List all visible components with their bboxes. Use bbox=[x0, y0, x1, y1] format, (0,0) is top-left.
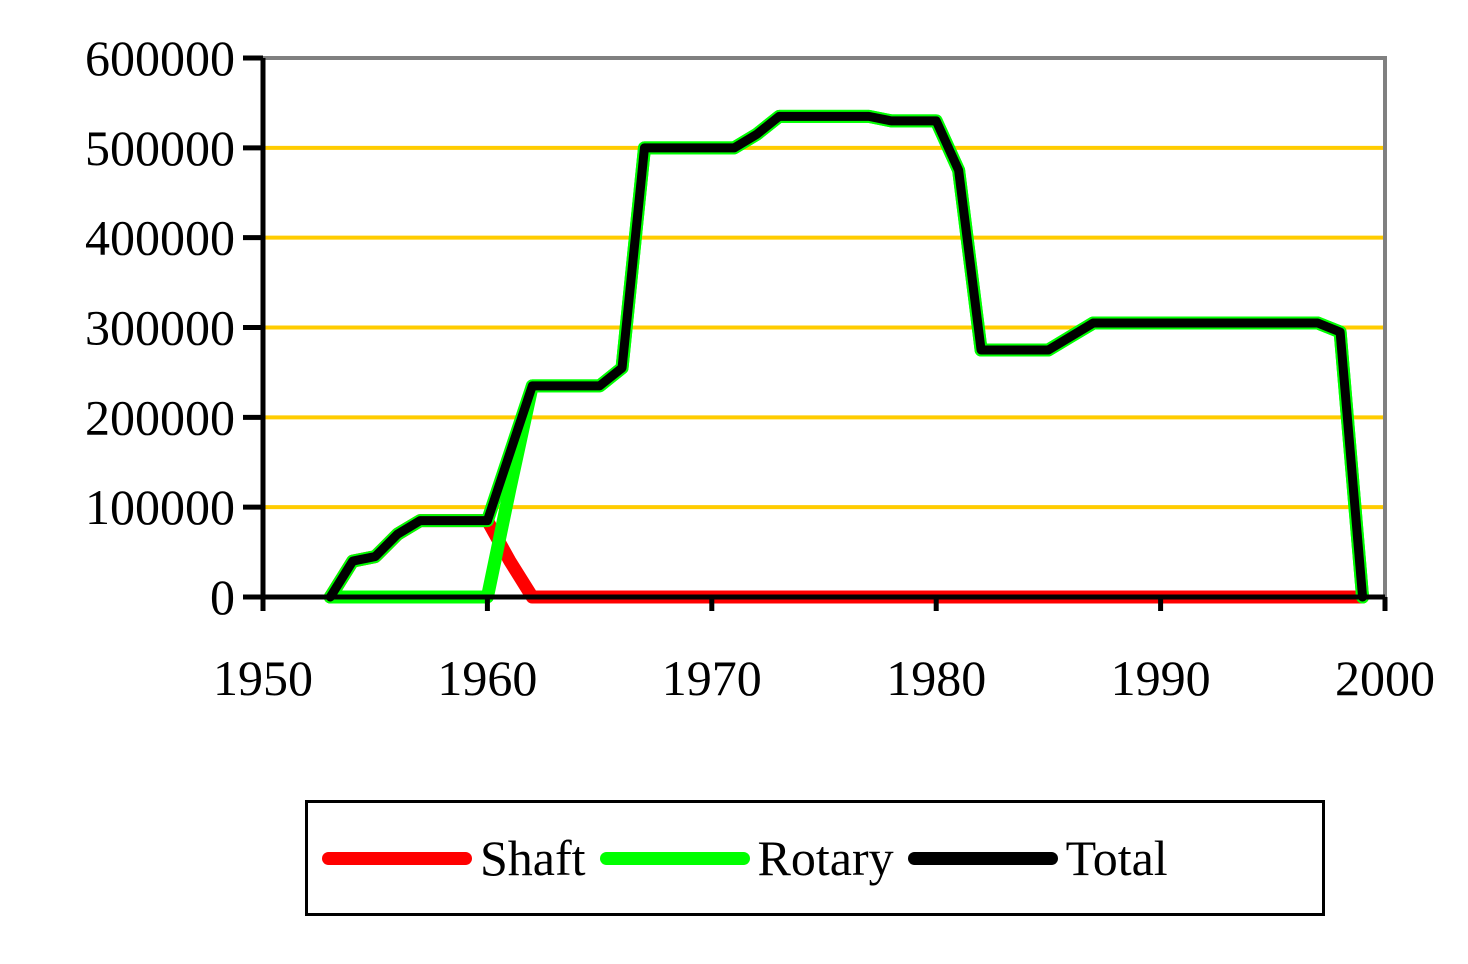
legend-item-rotary: Rotary bbox=[599, 830, 894, 886]
y-tick-label: 200000 bbox=[85, 389, 235, 445]
y-tick-label: 0 bbox=[210, 569, 235, 625]
y-tick-label: 500000 bbox=[85, 120, 235, 176]
axes bbox=[243, 55, 1388, 611]
legend-item-shaft: Shaft bbox=[322, 833, 586, 883]
y-axis-labels: 0 100000 200000 300000 400000 500000 600000 bbox=[85, 30, 235, 625]
x-tick-label: 1990 bbox=[1111, 650, 1211, 706]
series-total bbox=[325, 111, 1368, 602]
y-tick-label: 100000 bbox=[85, 479, 235, 535]
gridlines bbox=[263, 145, 1385, 510]
x-tick-label: 1980 bbox=[886, 650, 986, 706]
x-tick-label: 1970 bbox=[662, 650, 762, 706]
legend-item-total: Total bbox=[907, 830, 1168, 886]
series-lines bbox=[323, 109, 1370, 604]
legend-label: Total bbox=[1065, 830, 1168, 886]
legend-label: Rotary bbox=[757, 830, 894, 886]
legend-label: Shaft bbox=[480, 830, 586, 886]
x-tick-label: 1960 bbox=[437, 650, 537, 706]
y-tick-label: 600000 bbox=[85, 30, 235, 86]
y-tick-label: 400000 bbox=[85, 210, 235, 266]
legend: Shaft Rotary Total bbox=[305, 800, 1325, 916]
legend-swatch-rotary bbox=[599, 851, 750, 865]
x-axis-labels: 1950 1960 1970 1980 1990 2000 bbox=[213, 650, 1435, 706]
legend-swatch-total bbox=[907, 851, 1058, 865]
legend-swatch-shaft bbox=[322, 851, 472, 865]
x-tick-label: 1950 bbox=[213, 650, 313, 706]
x-tick-label: 2000 bbox=[1335, 650, 1435, 706]
y-tick-label: 300000 bbox=[85, 300, 235, 356]
